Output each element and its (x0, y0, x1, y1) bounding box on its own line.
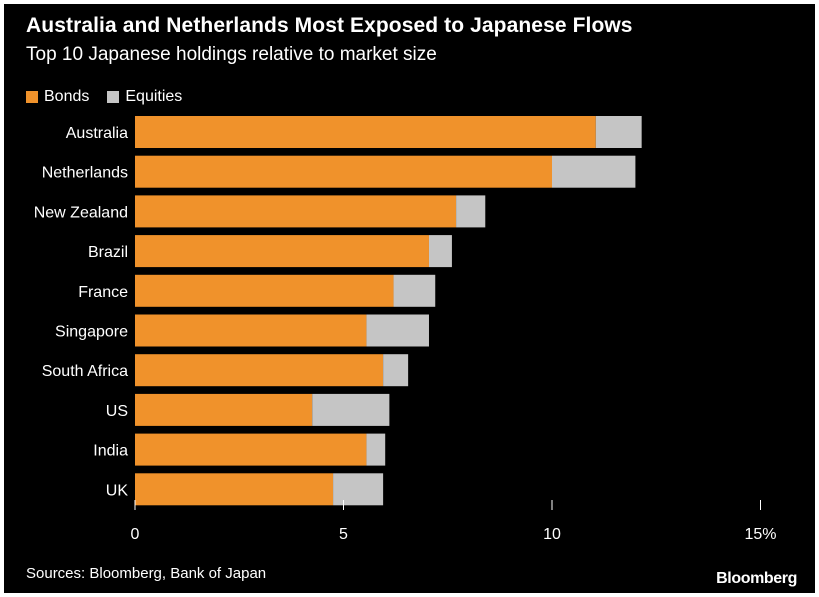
legend: Bonds Equities (26, 88, 194, 106)
bar-us-equities (312, 393, 390, 426)
category-label-france: France (78, 284, 128, 301)
bloomberg-logo: Bloomberg (716, 570, 797, 587)
bar-netherlands-equities (552, 155, 636, 188)
category-label-new-zealand: New Zealand (34, 204, 128, 221)
bar-france-bonds (135, 274, 394, 307)
x-tick-label-2: 10 (543, 526, 561, 543)
bar-singapore-equities (366, 314, 429, 347)
bar-south-africa-equities (383, 354, 409, 387)
category-label-india: India (93, 443, 128, 460)
source-note: Sources: Bloomberg, Bank of Japan (26, 565, 267, 582)
bar-singapore-bonds (135, 314, 367, 347)
bar-uk-bonds (135, 473, 334, 506)
category-label-us: US (106, 403, 128, 420)
bar-australia-bonds (135, 116, 596, 148)
category-label-singapore: Singapore (55, 324, 128, 341)
category-label-uk: UK (106, 482, 129, 499)
x-tick-label-1: 5 (339, 526, 348, 543)
bar-new-zealand-equities (456, 195, 486, 228)
legend-swatch-equities (107, 91, 120, 103)
legend-label-bonds: Bonds (44, 88, 90, 105)
legend-item-equities: Equities (107, 88, 182, 106)
x-tick-label-0: 0 (131, 526, 140, 543)
chart-subtitle: Top 10 Japanese holdings relative to mar… (26, 44, 437, 65)
category-label-netherlands: Netherlands (42, 165, 128, 182)
bar-india-bonds (135, 433, 367, 466)
bar-south-africa-bonds (135, 354, 384, 387)
chart-title: Australia and Netherlands Most Exposed t… (26, 14, 633, 37)
bar-netherlands-bonds (135, 155, 552, 188)
x-tick-label-3: 15% (744, 526, 776, 543)
bar-us-bonds (135, 393, 313, 426)
bar-uk-equities (333, 473, 384, 506)
bar-new-zealand-bonds (135, 195, 457, 228)
category-label-brazil: Brazil (88, 244, 128, 261)
legend-swatch-bonds (26, 91, 38, 103)
bar-india-equities (366, 433, 386, 466)
legend-item-bonds: Bonds (26, 88, 89, 106)
category-label-australia: Australia (66, 125, 128, 142)
legend-label-equities: Equities (125, 88, 183, 105)
bar-france-equities (393, 274, 436, 307)
bar-australia-equities (595, 116, 642, 148)
bar-brazil-equities (428, 235, 452, 268)
category-label-south-africa: South Africa (42, 363, 128, 380)
bar-brazil-bonds (135, 235, 429, 268)
